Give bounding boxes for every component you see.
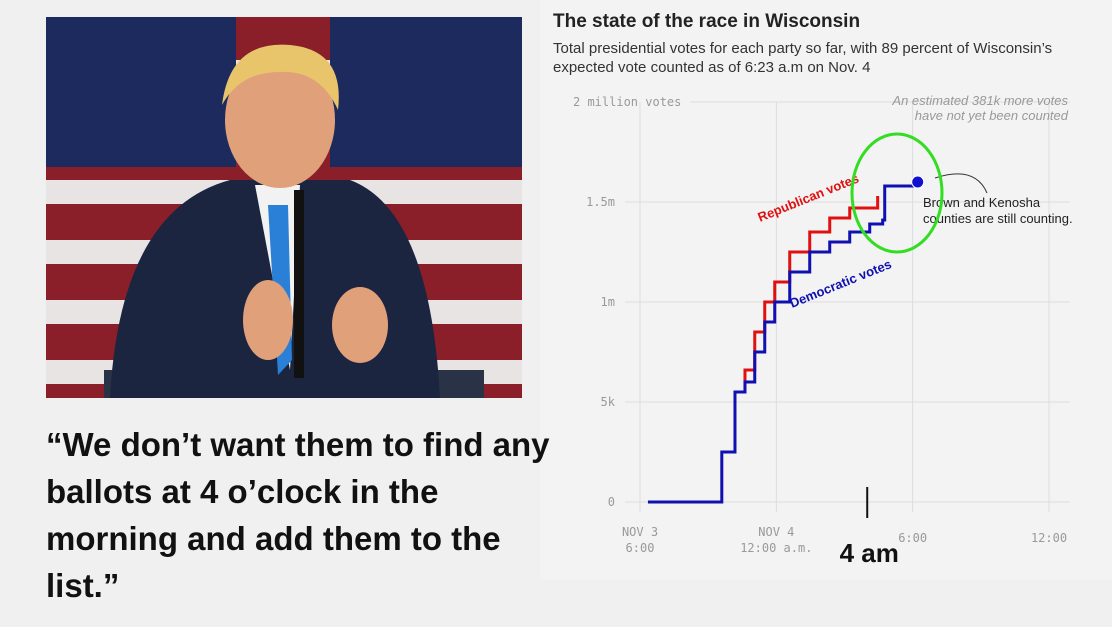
chart-subtitle: Total presidential votes for each party … (553, 40, 1053, 76)
series-line (647, 182, 917, 504)
latest-point (911, 175, 925, 189)
y-tick-label: 2 million votes (573, 95, 681, 109)
x-tick-label: 12:00 (1031, 531, 1067, 545)
chart-title: The state of the race in Wisconsin (553, 11, 861, 32)
marker-label: 4 am (840, 538, 899, 568)
y-tick-label: 1.5m (586, 195, 615, 209)
photo (46, 17, 522, 398)
annotation-arrow (934, 173, 988, 194)
y-tick-label: 0 (608, 495, 615, 509)
chart-background (540, 0, 1112, 580)
quote: “We don’t want them to find any ballots … (46, 426, 550, 604)
x-tick-label: NOV 4 12:00 a.m. (740, 525, 812, 555)
y-tick-label: 5k (601, 395, 616, 409)
y-tick-label: 1m (601, 295, 615, 309)
x-tick-label: 6:00 (898, 531, 927, 545)
annotation: An estimated 381k more votes have not yet… (891, 93, 1068, 123)
annotation: Brown and Kenosha counties are still coun… (923, 195, 1073, 226)
highlight-circle (850, 132, 944, 254)
x-tick-label: NOV 3 6:00 (622, 525, 658, 555)
